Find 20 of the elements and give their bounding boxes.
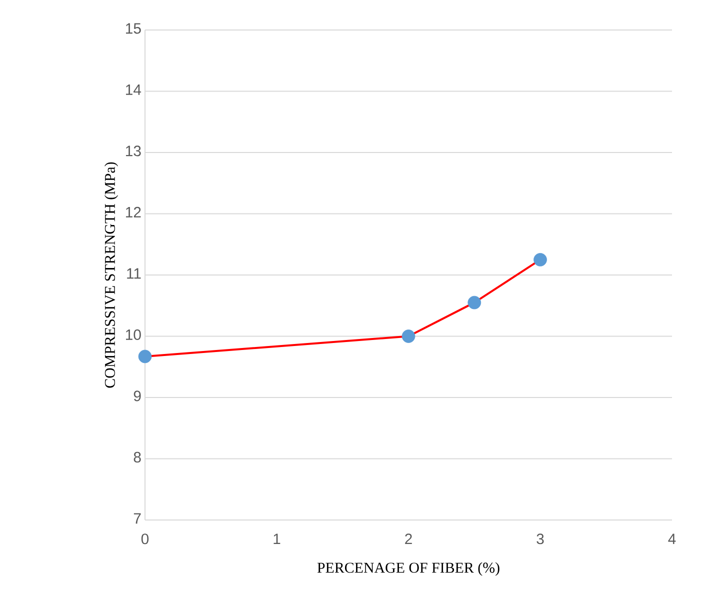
y-axis-title: COMPRESSIVE STRENGTH (MPa) [104,162,118,388]
x-tick-label: 1 [274,534,280,544]
x-tick-label: 0 [141,534,149,544]
x-axis-title: PERCENAGE OF FIBER (%) [317,562,500,576]
x-tick-label: 4 [668,534,676,544]
y-tick-label: 12 [126,206,141,218]
point [468,296,482,310]
x-tick-label: 2 [405,534,412,544]
x-tick-label: 3 [536,534,544,544]
point [534,253,547,266]
y-tick-label: 9 [134,390,141,402]
y-tick-label: 11 [127,268,141,279]
y-tick-label: 7 [134,513,141,524]
y-tick-label: 14 [126,84,142,95]
y-tick-label: 13 [126,146,141,156]
point [138,350,152,364]
y-tick-label: 15 [126,23,141,34]
y-tick-label: 10 [126,329,141,340]
y-tick-label: 8 [134,452,141,462]
point [402,330,416,343]
